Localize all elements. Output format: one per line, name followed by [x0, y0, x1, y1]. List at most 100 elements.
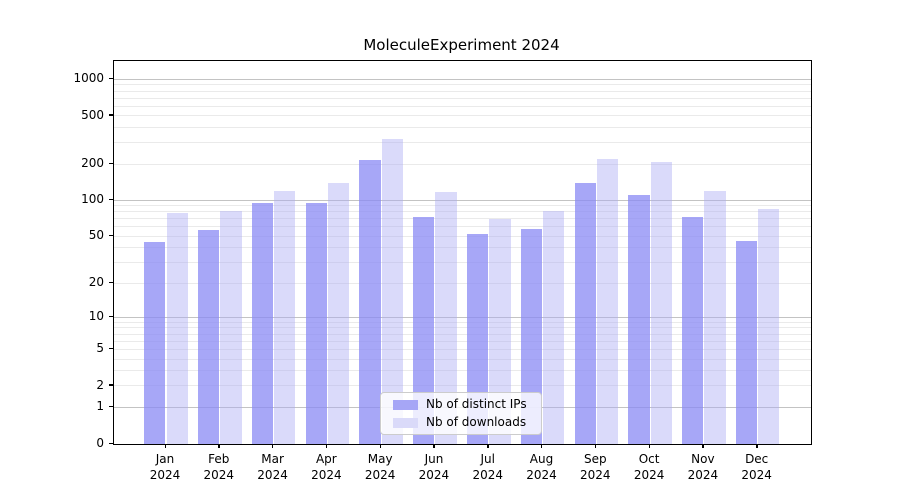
bar-nb-of-downloads-oct-2024 — [650, 161, 672, 444]
legend: Nb of distinct IPs Nb of downloads — [380, 392, 542, 435]
bar-nb-of-distinct-ips-aug-2024 — [520, 228, 543, 444]
gridline-minor-400 — [114, 127, 811, 129]
x-tick-label-jun-2024: Jun 2024 — [418, 452, 450, 482]
y-tick-mark-500 — [109, 114, 113, 116]
bar-nb-of-downloads-nov-2024 — [704, 190, 726, 444]
chart-title: MoleculeExperiment 2024 — [363, 36, 560, 54]
y-tick-label-100: 100 — [81, 192, 104, 207]
bar-nb-of-downloads-dec-2024 — [758, 208, 780, 444]
gridline-minor-40 — [114, 247, 811, 249]
x-tick-label-nov-2024: Nov 2024 — [687, 452, 719, 482]
y-tick-mark-50 — [109, 234, 113, 237]
y-tick-mark-0 — [109, 442, 113, 444]
gridline-minor-80 — [114, 211, 811, 213]
y-tick-label-1000: 1000 — [73, 71, 104, 86]
x-tick-label-oct-2024: Oct 2024 — [633, 452, 665, 482]
gridline-minor-700 — [114, 97, 811, 99]
x-tick-label-mar-2024: Mar 2024 — [257, 452, 288, 482]
bar-nb-of-downloads-apr-2024 — [327, 182, 350, 444]
x-tick-mark-feb-2024 — [218, 444, 220, 448]
legend-entry-distinct-ips: Nb of distinct IPs — [387, 397, 535, 412]
x-tick-label-jul-2024: Jul 2024 — [472, 452, 503, 482]
bar-nb-of-downloads-mar-2024 — [274, 190, 296, 444]
x-tick-label-jan-2024: Jan 2024 — [149, 452, 181, 482]
bar-nb-of-downloads-aug-2024 — [543, 210, 565, 444]
gridline-minor-7 — [114, 333, 811, 335]
bar-nb-of-distinct-ips-jan-2024 — [144, 241, 166, 444]
bar-nb-of-distinct-ips-may-2024 — [359, 159, 381, 444]
x-tick-label-sep-2024: Sep 2024 — [580, 452, 611, 482]
gridline-minor-50 — [114, 235, 811, 237]
y-tick-mark-20 — [109, 281, 113, 284]
gridline-minor-4 — [114, 358, 811, 360]
x-tick-mark-mar-2024 — [272, 444, 274, 448]
y-tick-mark-1000 — [109, 77, 113, 80]
gridline-minor-300 — [114, 142, 811, 144]
bar-nb-of-downloads-feb-2024 — [220, 210, 242, 444]
gridline-minor-9 — [114, 321, 811, 323]
x-tick-label-dec-2024: Dec 2024 — [741, 452, 772, 482]
bars-layer — [114, 61, 811, 444]
legend-label-distinct-ips: Nb of distinct IPs — [426, 397, 527, 411]
x-tick-label-aug-2024: Aug 2024 — [526, 452, 557, 482]
plot-area: Nb of distinct IPs Nb of downloads — [113, 60, 812, 445]
gridline-minor-20 — [114, 282, 811, 284]
gridline-minor-500 — [114, 115, 811, 117]
gridline-major-100 — [114, 199, 811, 201]
bar-nb-of-distinct-ips-mar-2024 — [251, 203, 274, 444]
bar-nb-of-distinct-ips-feb-2024 — [197, 229, 220, 444]
gridline-minor-60 — [114, 226, 811, 228]
y-tick-label-200: 200 — [81, 156, 104, 170]
gridline-minor-900 — [114, 84, 811, 86]
y-tick-label-50: 50 — [88, 228, 104, 243]
y-tick-label-1: 1 — [96, 399, 104, 414]
legend-label-downloads: Nb of downloads — [426, 415, 527, 429]
x-tick-mark-jul-2024 — [487, 444, 489, 448]
x-tick-mark-oct-2024 — [648, 444, 650, 448]
gridline-minor-70 — [114, 218, 811, 220]
x-tick-mark-jun-2024 — [433, 444, 435, 448]
gridline-minor-6 — [114, 340, 811, 342]
bar-nb-of-downloads-jun-2024 — [435, 191, 457, 444]
gridline-major-10 — [114, 316, 811, 318]
x-tick-label-apr-2024: Apr 2024 — [311, 452, 342, 482]
bar-nb-of-downloads-may-2024 — [381, 138, 403, 444]
bar-nb-of-distinct-ips-sep-2024 — [574, 182, 596, 444]
gridline-minor-600 — [114, 105, 811, 107]
gridline-minor-90 — [114, 205, 811, 207]
legend-swatch-downloads-icon — [393, 417, 418, 428]
bar-nb-of-downloads-jan-2024 — [166, 212, 188, 444]
bar-nb-of-distinct-ips-jul-2024 — [466, 234, 489, 444]
y-tick-label-2: 2 — [96, 377, 104, 392]
bar-nb-of-distinct-ips-dec-2024 — [735, 240, 758, 444]
legend-swatch-distinct-ips-icon — [393, 399, 418, 410]
y-tick-label-500: 500 — [81, 107, 104, 122]
y-tick-mark-5 — [109, 347, 113, 350]
gridline-minor-200 — [114, 163, 811, 165]
x-tick-mark-apr-2024 — [325, 444, 328, 448]
legend-entry-downloads: Nb of downloads — [387, 415, 535, 430]
x-tick-label-may-2024: May 2024 — [364, 452, 396, 482]
gridline-minor-3 — [114, 370, 811, 372]
x-tick-mark-nov-2024 — [702, 444, 704, 448]
y-tick-mark-100 — [109, 198, 113, 201]
gridline-minor-30 — [114, 262, 811, 264]
y-tick-mark-200 — [109, 162, 113, 164]
x-tick-mark-aug-2024 — [541, 444, 543, 448]
y-tick-label-5: 5 — [96, 341, 104, 356]
x-tick-mark-dec-2024 — [756, 444, 758, 448]
bar-nb-of-distinct-ips-jun-2024 — [413, 216, 435, 444]
bar-nb-of-distinct-ips-apr-2024 — [305, 203, 327, 444]
x-tick-mark-may-2024 — [379, 444, 382, 448]
y-tick-label-0: 0 — [96, 436, 104, 450]
y-tick-mark-1 — [109, 405, 113, 408]
y-tick-label-20: 20 — [88, 275, 104, 290]
gridline-minor-800 — [114, 90, 811, 92]
gridline-minor-2 — [114, 385, 811, 387]
bar-nb-of-distinct-ips-oct-2024 — [628, 194, 650, 444]
gridline-minor-5 — [114, 348, 811, 350]
x-tick-mark-jan-2024 — [164, 444, 166, 448]
